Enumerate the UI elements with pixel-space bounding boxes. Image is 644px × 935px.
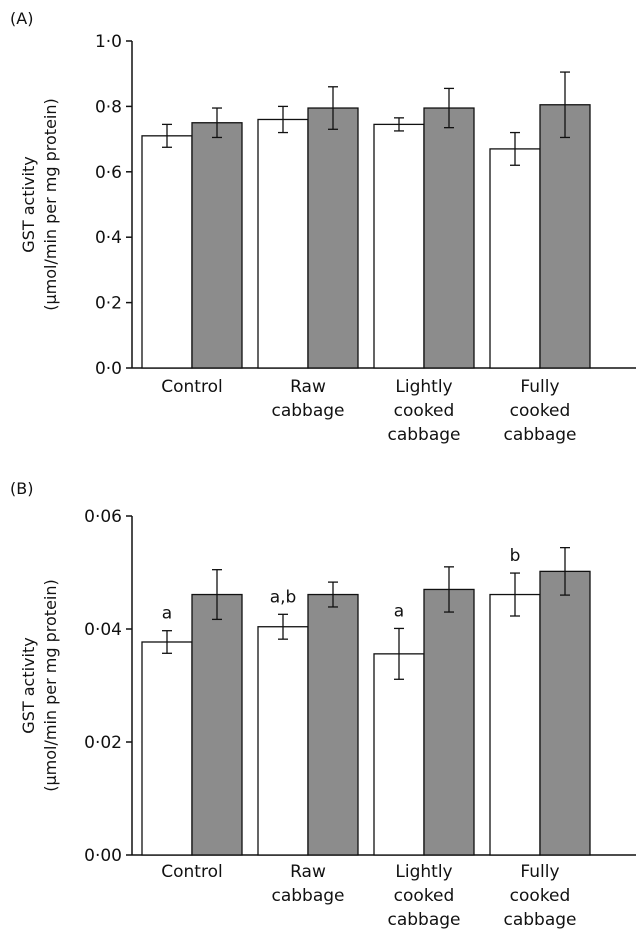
bar (423, 588, 475, 856)
y-tick-label: 0·0 (95, 359, 122, 379)
category-label: cooked (394, 886, 455, 906)
category-label: Control (161, 377, 222, 397)
category-label: Raw (290, 377, 326, 397)
significance-label: a (162, 604, 172, 624)
bar (257, 118, 309, 369)
category-label: cooked (510, 886, 571, 906)
category-label: Fully (520, 862, 559, 882)
bar (307, 593, 359, 856)
bar (373, 123, 425, 369)
bar (423, 107, 475, 369)
category-label: cabbage (503, 425, 576, 445)
y-tick-label: 0·00 (84, 846, 122, 866)
bar (489, 148, 541, 369)
y-axis-title: GST activity (19, 156, 38, 252)
bar (539, 104, 591, 369)
bar (489, 593, 541, 856)
bar (307, 107, 359, 369)
panel-label: (A) (10, 9, 33, 28)
y-tick-label: 0·6 (95, 163, 122, 183)
y-axis-unit: (µmol/min per mg protein) (41, 98, 60, 311)
category-label: Lightly (395, 377, 452, 397)
category-label: Lightly (395, 862, 452, 882)
significance-label: a (394, 601, 404, 621)
y-tick-label: 0·4 (95, 228, 122, 248)
bar (373, 653, 425, 856)
category-label: cabbage (387, 910, 460, 930)
category-label: cabbage (503, 910, 576, 930)
y-tick-label: 0·06 (84, 507, 122, 527)
bar (539, 570, 591, 856)
y-tick-label: 1·0 (95, 32, 122, 52)
category-label: cooked (510, 401, 571, 421)
category-label: cooked (394, 401, 455, 421)
significance-label: a,b (270, 587, 297, 607)
y-tick-label: 0·2 (95, 294, 122, 314)
y-tick-label: 0·04 (84, 620, 122, 640)
category-label: Raw (290, 862, 326, 882)
y-tick-label: 0·8 (95, 97, 122, 117)
category-label: cabbage (271, 401, 344, 421)
bar (141, 135, 193, 369)
panel-label: (B) (10, 479, 33, 498)
bar (141, 641, 193, 856)
category-label: Control (161, 862, 222, 882)
category-label: cabbage (387, 425, 460, 445)
y-axis-unit: (µmol/min per mg protein) (41, 579, 60, 792)
y-tick-label: 0·02 (84, 733, 122, 753)
bar (191, 593, 243, 856)
y-axis-title: GST activity (19, 637, 38, 733)
bar (191, 122, 243, 369)
category-label: Fully (520, 377, 559, 397)
category-label: cabbage (271, 886, 344, 906)
significance-label: b (510, 546, 521, 566)
bar (257, 626, 309, 856)
